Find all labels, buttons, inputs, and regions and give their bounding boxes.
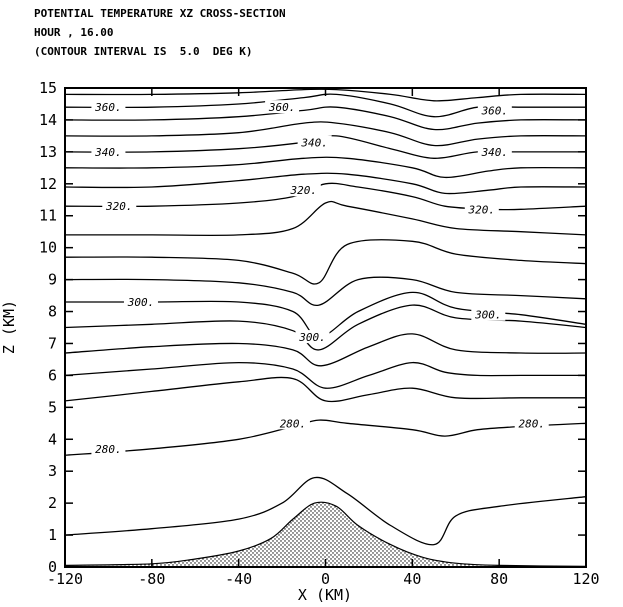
y-tick-label: 2: [48, 494, 57, 512]
contour-label: 320.: [105, 200, 133, 213]
contour-label: 360.: [94, 101, 122, 114]
contour-label-background: [297, 135, 332, 149]
contour-label: 320.: [468, 203, 496, 216]
contour-label: 300.: [474, 309, 502, 322]
contour-line: [65, 200, 586, 237]
contour-line: [65, 121, 586, 147]
contour-label: 340.: [300, 136, 328, 149]
contour-label: 340.: [481, 146, 509, 159]
x-tick-label: -40: [225, 570, 252, 588]
hour-label: HOUR , 16.00: [34, 26, 114, 39]
x-tick-label: 80: [490, 570, 508, 588]
contour-label: 360.: [268, 101, 296, 114]
contour-label-background: [477, 144, 512, 158]
contour-label: 300.: [127, 296, 155, 309]
contour-label-background: [91, 144, 126, 158]
plot-frame: [64, 87, 587, 568]
contour-line: [65, 476, 586, 546]
y-tick-label: 1: [48, 526, 57, 544]
contour-line: [65, 333, 586, 367]
x-tick-label: -120: [47, 570, 83, 588]
contour-line: [65, 172, 586, 195]
contour-label: 280.: [518, 417, 545, 430]
contour-label-background: [471, 307, 506, 321]
y-tick-label: 13: [39, 143, 57, 161]
chart-title: POTENTIAL TEMPERATURE XZ CROSS-SECTION: [34, 7, 286, 20]
contour-label-background: [514, 416, 549, 430]
contour-line: [65, 376, 586, 403]
contour-line: [65, 276, 586, 306]
x-tick-label: 120: [572, 570, 599, 588]
contour-label: 300.: [298, 331, 326, 344]
contour-label-background: [102, 199, 137, 213]
y-tick-label: 6: [48, 366, 57, 384]
contour-line: [65, 106, 586, 131]
contour-label: 320.: [290, 184, 318, 197]
y-axis-title: Z (KM): [0, 300, 18, 354]
contour-label-background: [477, 103, 512, 117]
y-tick-label: 8: [48, 303, 57, 321]
contour-label-background: [464, 202, 499, 216]
contour-line: [65, 361, 586, 389]
contour-label: 280.: [280, 417, 307, 430]
terrain-profile: [65, 501, 586, 567]
y-tick-label: 3: [48, 462, 57, 480]
contour-label-background: [91, 100, 126, 114]
y-tick-label: 14: [39, 111, 57, 129]
contour-label-background: [265, 100, 300, 114]
contour-line: [65, 419, 586, 456]
contour-line: [65, 239, 586, 285]
contour-label-background: [123, 294, 158, 308]
contour-label: 360.: [481, 104, 509, 117]
contour-label-background: [91, 441, 126, 455]
x-tick-label: 40: [403, 570, 421, 588]
contour-label-background: [295, 330, 330, 344]
contour-label: 340.: [94, 146, 122, 159]
y-tick-label: 5: [48, 398, 57, 416]
y-tick-label: 11: [39, 207, 57, 225]
x-tick-label: 0: [321, 570, 330, 588]
y-tick-label: 12: [39, 175, 57, 193]
contour-interval-label: (CONTOUR INTERVAL IS 5.0 DEG K): [34, 45, 253, 58]
y-tick-label: 9: [48, 271, 57, 289]
x-tick-label: -80: [138, 570, 165, 588]
x-axis-title: X (KM): [298, 586, 352, 604]
contour-line: [65, 156, 586, 179]
y-tick-label: 10: [39, 239, 57, 257]
y-tick-label: 4: [48, 430, 57, 448]
contour-label-background: [275, 416, 310, 430]
contour-line: [65, 88, 586, 102]
contour-label-background: [286, 183, 321, 197]
y-tick-label: 7: [48, 334, 57, 352]
y-tick-label: 0: [48, 558, 57, 576]
y-tick-label: 15: [39, 79, 57, 97]
contour-label: 280.: [95, 443, 122, 456]
